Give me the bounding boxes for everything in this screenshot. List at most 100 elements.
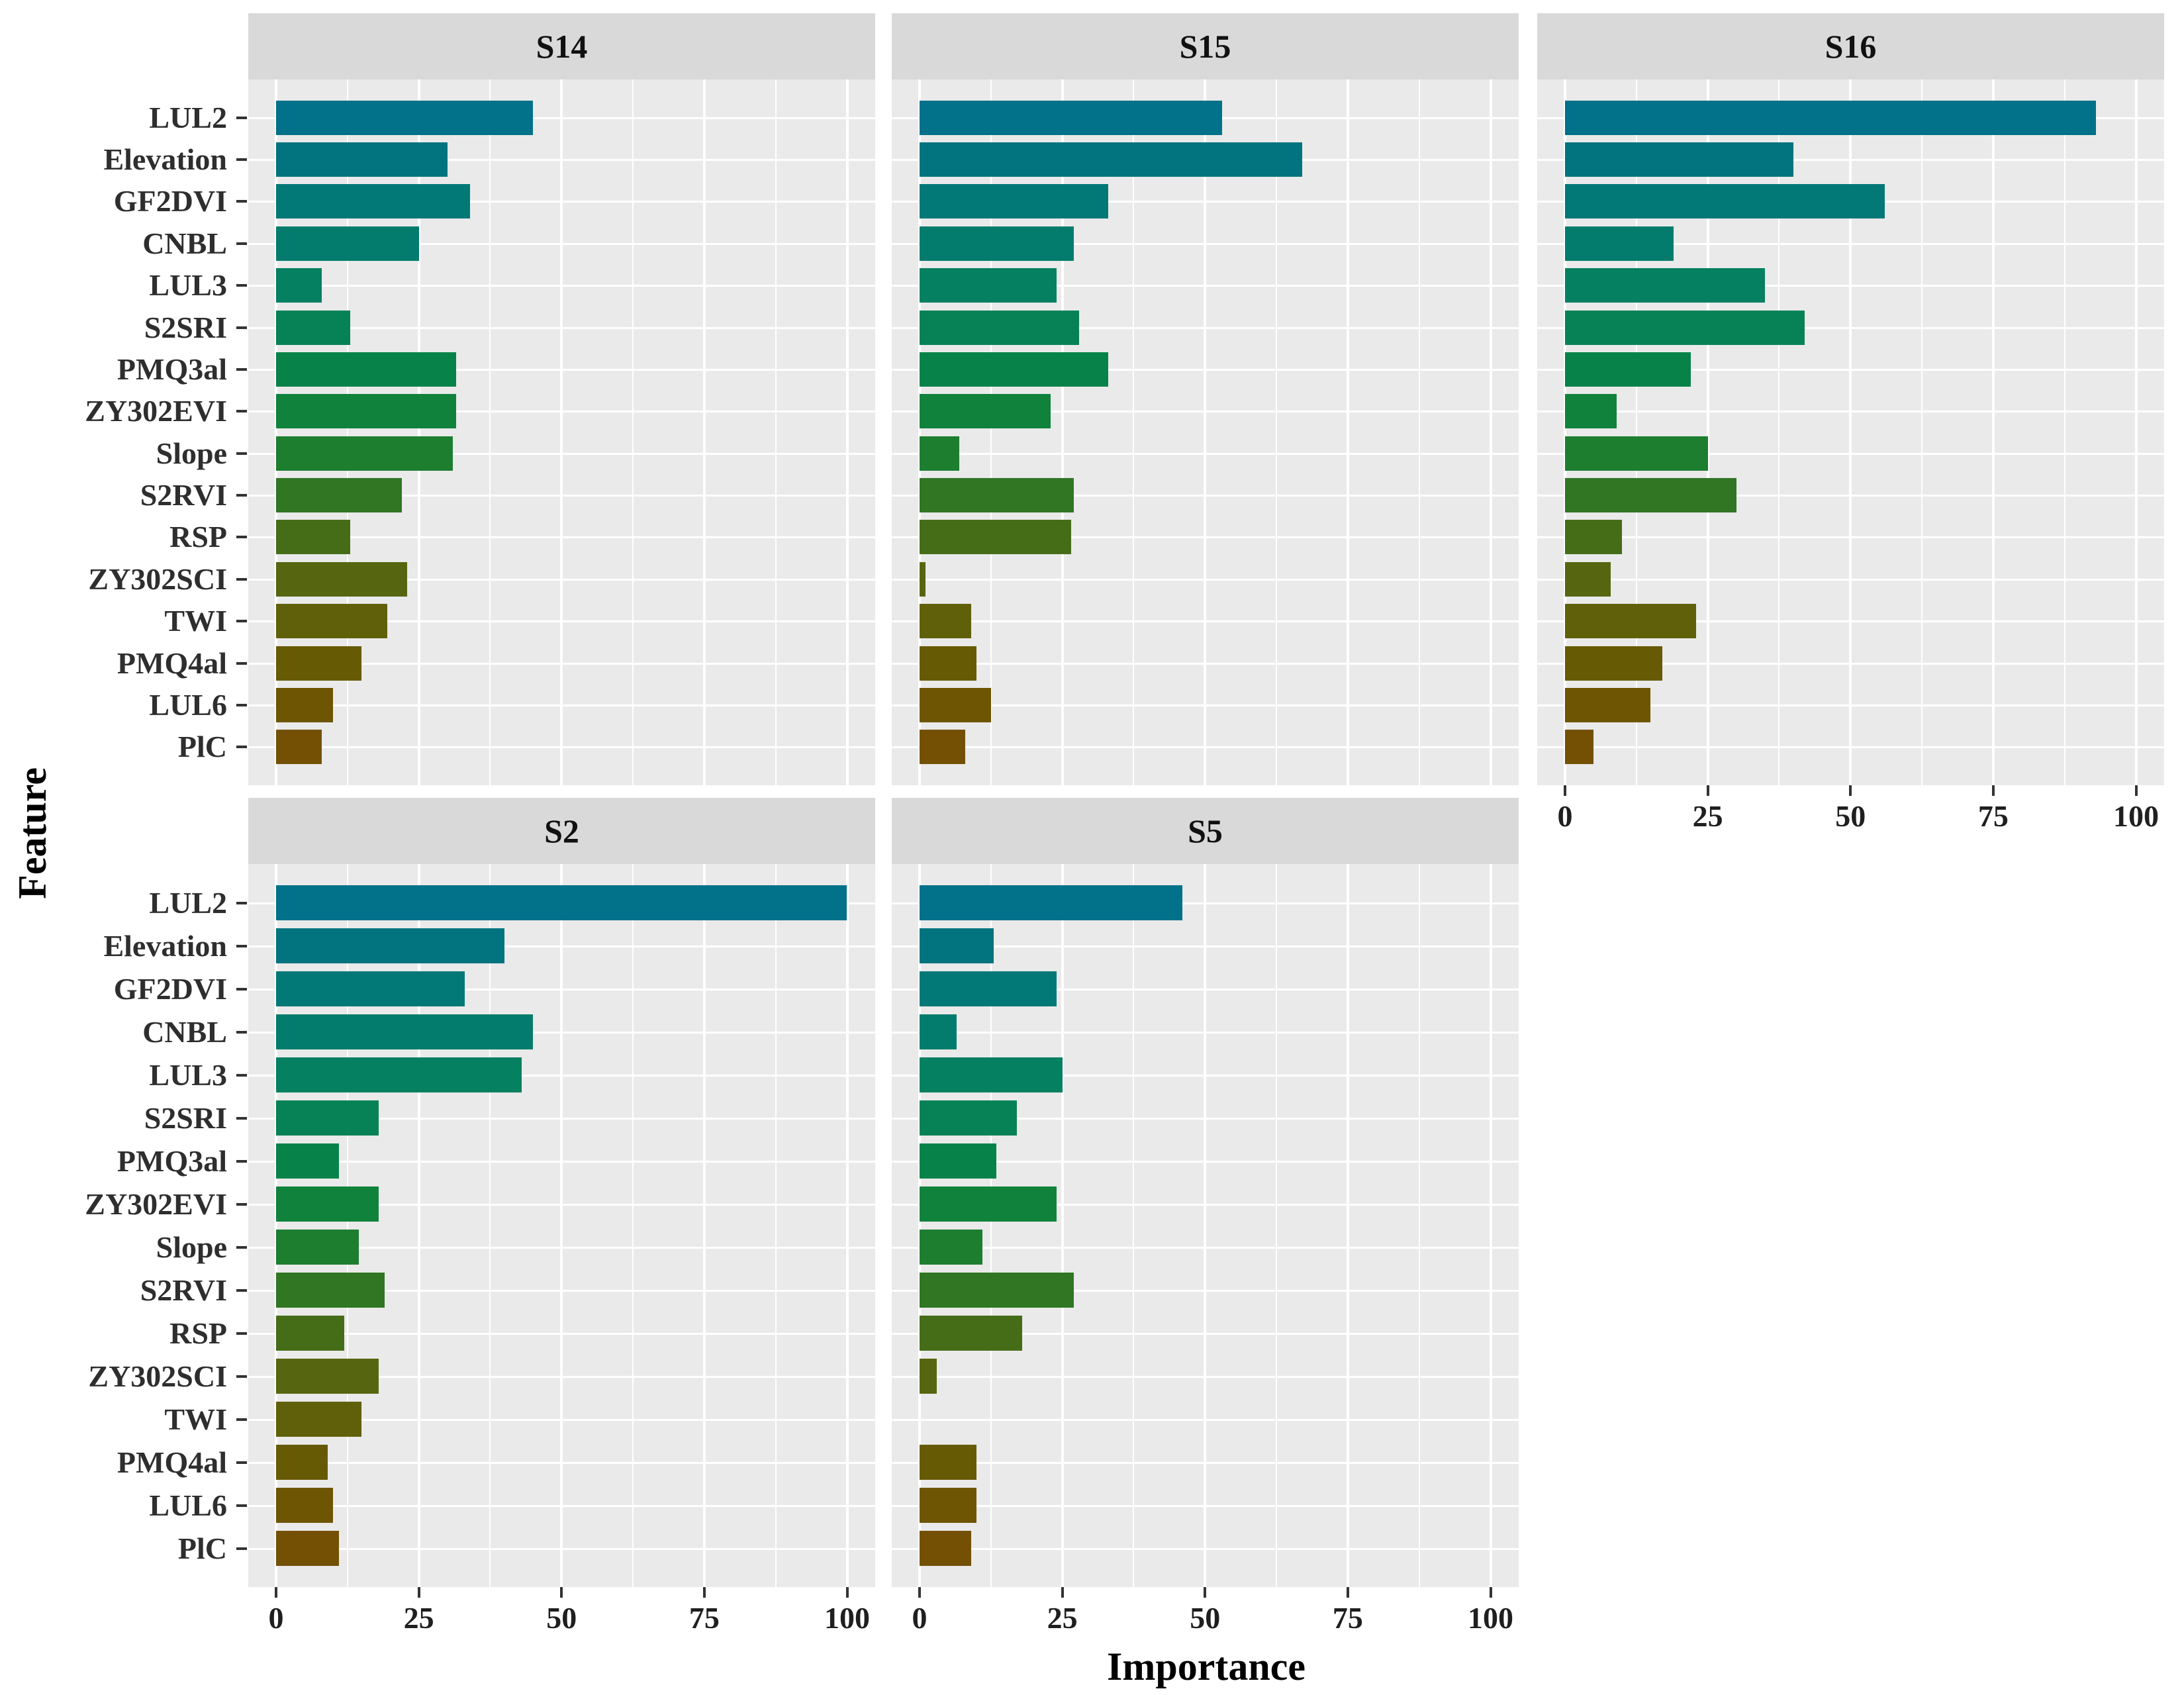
bar-row-LUL6 xyxy=(248,1484,875,1527)
gridline-minor xyxy=(489,864,491,1587)
gridline-horizontal xyxy=(892,1418,1519,1421)
x-tick-mark xyxy=(1346,1587,1349,1598)
bar-S14-CNBL xyxy=(275,226,419,261)
gridline-horizontal xyxy=(892,242,1519,245)
y-label-row-GF2DVI: GF2DVI xyxy=(0,967,248,1010)
bar-S15-LUL2 xyxy=(919,100,1223,135)
y-tick-mark xyxy=(236,410,247,413)
gridline-horizontal xyxy=(1537,495,2164,497)
x-tick-mark xyxy=(1489,1587,1492,1598)
y-tick-mark xyxy=(236,536,247,539)
gridline-horizontal xyxy=(892,988,1519,991)
x-tick-label: 0 xyxy=(268,1601,284,1635)
bar-S16-LUL2 xyxy=(1564,100,2097,135)
y-tick-mark xyxy=(236,1159,247,1163)
gridline-horizontal xyxy=(248,578,875,581)
y-tick-label: S2RVI xyxy=(140,478,227,512)
x-tick-mark xyxy=(845,1587,849,1598)
bar-S15-RSP xyxy=(919,520,1071,555)
bar-row-LUL3 xyxy=(248,265,875,307)
gridline-horizontal xyxy=(892,495,1519,497)
y-tick-label: S2SRI xyxy=(144,1100,227,1135)
gridline-horizontal xyxy=(892,1504,1519,1507)
gridline-horizontal xyxy=(892,1289,1519,1292)
y-tick-mark xyxy=(236,367,247,371)
gridline-major xyxy=(1489,79,1492,785)
facet-title: S15 xyxy=(1179,28,1231,65)
gridline-horizontal xyxy=(248,945,875,947)
y-tick-mark xyxy=(236,452,247,455)
x-tick-mark xyxy=(275,1587,277,1598)
gridline-horizontal xyxy=(892,1461,1519,1464)
bar-S16-LUL3 xyxy=(1564,268,1765,303)
bar-row-RSP xyxy=(1537,516,2164,558)
gridline-major xyxy=(1489,864,1492,1587)
y-tick-label: PMQ3al xyxy=(117,1143,227,1178)
gridline-horizontal xyxy=(1537,620,2164,623)
bar-S16-S2RVI xyxy=(1564,478,1736,513)
x-axis-S5: 0 25 50 75 100 xyxy=(892,1587,1519,1653)
y-tick-mark xyxy=(236,326,247,329)
bar-row-ZY302EVI xyxy=(892,1183,1519,1226)
y-tick-label: Elevation xyxy=(103,928,227,963)
gridline-horizontal xyxy=(892,1117,1519,1120)
bar-S5-S2SRI xyxy=(919,1100,1017,1136)
y-label-row-PMQ3al: PMQ3al xyxy=(0,348,248,390)
bar-row-PlC xyxy=(1537,726,2164,768)
gridline-minor xyxy=(1276,864,1278,1587)
bar-S14-ZY302EVI xyxy=(275,394,456,429)
gridline-horizontal xyxy=(1537,536,2164,539)
gridline-major xyxy=(845,79,849,785)
y-tick-mark xyxy=(236,1375,247,1378)
bar-row-GF2DVI xyxy=(892,181,1519,222)
bar-S16-ZY302SCI xyxy=(1564,561,1611,597)
x-tick-label: 25 xyxy=(1047,1601,1078,1635)
gridline-minor xyxy=(1276,79,1278,785)
bar-S16-RSP xyxy=(1564,520,1623,555)
y-label-row-S2RVI: S2RVI xyxy=(0,474,248,516)
bar-row-LUL6 xyxy=(892,1484,1519,1527)
bar-row-RSP xyxy=(248,516,875,558)
bar-row-Elevation xyxy=(1537,138,2164,180)
bar-row-S2RVI xyxy=(248,1269,875,1312)
bar-S14-S2RVI xyxy=(275,478,402,513)
gridline-horizontal xyxy=(1537,285,2164,287)
y-label-row-S2RVI: S2RVI xyxy=(0,1269,248,1312)
y-tick-mark xyxy=(236,1030,247,1034)
y-axis-labels-row0: LUL2 Elevation GF2DVI CNBL LUL3 S2SRI PMQ3al ZY… xyxy=(0,79,248,785)
gridline-major xyxy=(2134,79,2138,785)
x-tick-mark xyxy=(1204,1587,1207,1598)
facet-title: S5 xyxy=(1188,812,1223,849)
y-tick-label: LUL6 xyxy=(149,687,227,722)
bar-S14-PMQ4al xyxy=(275,646,362,681)
bar-row-CNBL xyxy=(892,1010,1519,1053)
y-label-row-CNBL: CNBL xyxy=(0,222,248,264)
gridline-horizontal xyxy=(248,620,875,623)
bar-S15-PlC xyxy=(919,730,965,765)
y-tick-mark xyxy=(236,577,247,581)
bar-S15-S2SRI xyxy=(919,310,1080,345)
bar-row-PMQ4al xyxy=(892,642,1519,684)
gridline-major xyxy=(1991,79,1995,785)
bar-row-Slope xyxy=(1537,432,2164,474)
y-tick-mark xyxy=(236,661,247,665)
gridline-minor xyxy=(990,79,992,785)
plot-area-S14 xyxy=(248,79,875,785)
y-label-row-RSP: RSP xyxy=(0,516,248,558)
gridline-horizontal xyxy=(1537,159,2164,162)
gridline-minor xyxy=(775,79,777,785)
bar-row-LUL2 xyxy=(248,881,875,924)
bar-rows xyxy=(892,864,1519,1587)
y-tick-mark xyxy=(236,1332,247,1335)
bar-row-CNBL xyxy=(248,1010,875,1053)
y-tick-label: CNBL xyxy=(142,226,227,260)
gridline-horizontal xyxy=(892,1031,1519,1034)
y-tick-mark xyxy=(236,1461,247,1464)
gridline-major xyxy=(1204,79,1207,785)
bar-row-RSP xyxy=(892,516,1519,558)
y-label-row-PMQ3al: PMQ3al xyxy=(0,1139,248,1183)
gridline-horizontal xyxy=(248,242,875,245)
gridline-horizontal xyxy=(892,1375,1519,1378)
gridline-minor xyxy=(990,864,992,1587)
bar-S5-PMQ3al xyxy=(919,1143,997,1179)
